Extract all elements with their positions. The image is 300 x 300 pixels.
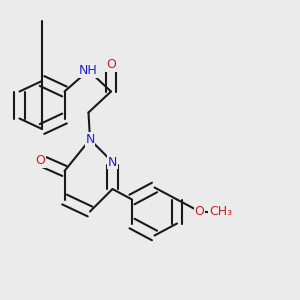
Text: O: O — [106, 58, 116, 71]
Text: O: O — [36, 154, 45, 167]
Text: CH₃: CH₃ — [209, 205, 232, 218]
Text: N: N — [85, 133, 95, 146]
Text: O: O — [195, 205, 204, 218]
Text: NH: NH — [79, 64, 98, 77]
Text: N: N — [108, 155, 117, 169]
